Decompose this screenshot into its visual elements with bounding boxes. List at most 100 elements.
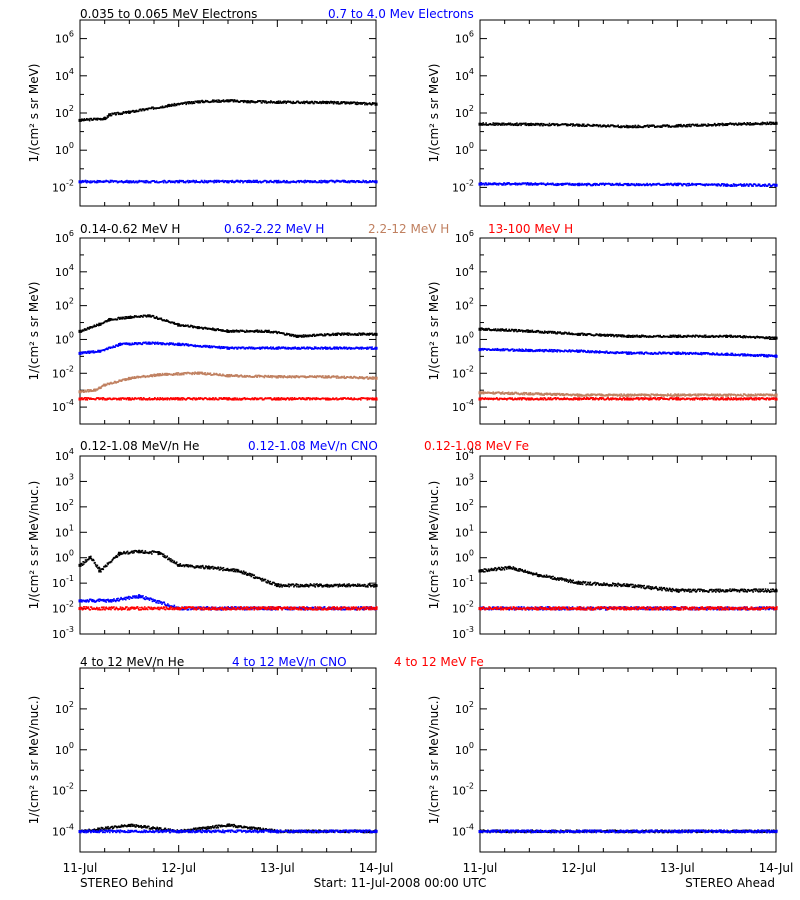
trace-mark <box>551 183 553 186</box>
trace-mark <box>594 182 596 185</box>
trace-mark <box>738 122 740 124</box>
trace-mark <box>85 352 88 354</box>
trace-mark <box>95 118 97 121</box>
trace-mark <box>583 332 586 335</box>
trace-mark <box>513 330 515 333</box>
trace-mark <box>219 328 222 331</box>
trace-mark <box>491 349 493 351</box>
trace-mark <box>305 181 308 183</box>
trace-mark <box>484 123 487 126</box>
trace-mark <box>277 376 279 378</box>
trace-mark <box>293 335 296 337</box>
trace-mark <box>320 101 323 103</box>
trace-mark <box>357 103 359 106</box>
trace-mark <box>109 113 112 115</box>
trace-mark <box>363 377 366 380</box>
trace-mark <box>772 121 775 124</box>
trace-mark <box>516 183 519 186</box>
trace-mark <box>500 330 502 332</box>
trace-mark <box>536 330 538 333</box>
trace-mark <box>230 331 233 333</box>
trace-mark <box>252 181 254 184</box>
trace-mark <box>81 118 83 120</box>
trace-mark <box>322 100 324 103</box>
trace-mark <box>503 329 506 331</box>
trace-mark <box>181 103 184 105</box>
trace-mark <box>363 180 366 183</box>
trace-mark <box>500 123 503 125</box>
trace-mark <box>540 331 543 334</box>
trace-mark <box>146 108 149 111</box>
trace-mark <box>593 124 595 127</box>
trace-mark <box>165 397 168 400</box>
trace-mark <box>556 182 558 185</box>
trace-mark <box>627 182 630 185</box>
trace-mark <box>257 181 260 184</box>
trace-mark <box>145 316 148 318</box>
trace-mark <box>609 125 611 128</box>
trace-mark <box>175 373 177 375</box>
trace-mark <box>263 331 266 333</box>
trace-mark <box>368 334 370 336</box>
trace-mark <box>328 375 330 377</box>
trace-mark <box>165 319 168 321</box>
trace-mark <box>694 124 696 127</box>
trace-mark <box>592 123 595 126</box>
trace-mark <box>94 117 96 120</box>
trace-mark <box>768 122 770 125</box>
trace-mark <box>643 183 645 186</box>
trace-mark <box>291 397 293 399</box>
trace-mark <box>507 329 510 332</box>
trace-mark <box>376 376 378 379</box>
trace-mark <box>520 350 523 352</box>
trace-mark <box>222 398 224 400</box>
trace-mark <box>106 347 108 350</box>
trace-mark <box>112 397 115 400</box>
trace-mark <box>303 375 305 377</box>
trace-mark <box>636 125 638 128</box>
trace-mark <box>310 180 313 183</box>
trace-mark <box>722 183 724 185</box>
trace-mark <box>481 122 483 125</box>
trace-mark <box>749 335 751 338</box>
trace-mark <box>351 179 353 182</box>
trace-mark <box>161 372 164 375</box>
trace-mark <box>181 397 183 399</box>
trace-mark <box>568 182 571 185</box>
trace-mark <box>643 184 646 187</box>
trace-mark <box>203 373 206 376</box>
trace-mark <box>293 376 295 379</box>
trace-mark <box>127 397 129 400</box>
trace-mark <box>114 112 116 114</box>
trace-mark <box>142 376 144 378</box>
trace-mark <box>320 179 322 182</box>
trace-mark <box>308 397 311 400</box>
trace-mark <box>138 110 140 112</box>
trace-mark <box>358 377 360 380</box>
trace-mark <box>538 330 540 333</box>
trace-mark <box>156 342 158 345</box>
trace-mark <box>616 125 619 128</box>
trace-mark <box>581 123 584 126</box>
trace-mark <box>523 122 526 125</box>
trace-mark <box>303 102 306 105</box>
trace-mark <box>294 376 297 378</box>
trace-mark <box>713 123 715 126</box>
trace-mark <box>203 179 206 182</box>
trace-mark <box>187 343 189 345</box>
trace-mark <box>258 347 260 350</box>
trace-mark <box>725 334 728 337</box>
trace-mark <box>283 397 285 400</box>
trace-mark <box>130 316 133 318</box>
trace-mark <box>307 334 309 337</box>
trace-mark <box>508 328 511 331</box>
legend-heavy-low-2: 0.12-1.08 MeV Fe <box>424 439 529 453</box>
trace-mark <box>542 124 544 127</box>
trace-mark <box>124 317 127 320</box>
trace-mark <box>220 345 223 348</box>
trace-mark <box>752 185 754 187</box>
trace-mark <box>722 185 725 187</box>
trace-mark <box>639 336 641 339</box>
trace-mark <box>291 347 294 350</box>
